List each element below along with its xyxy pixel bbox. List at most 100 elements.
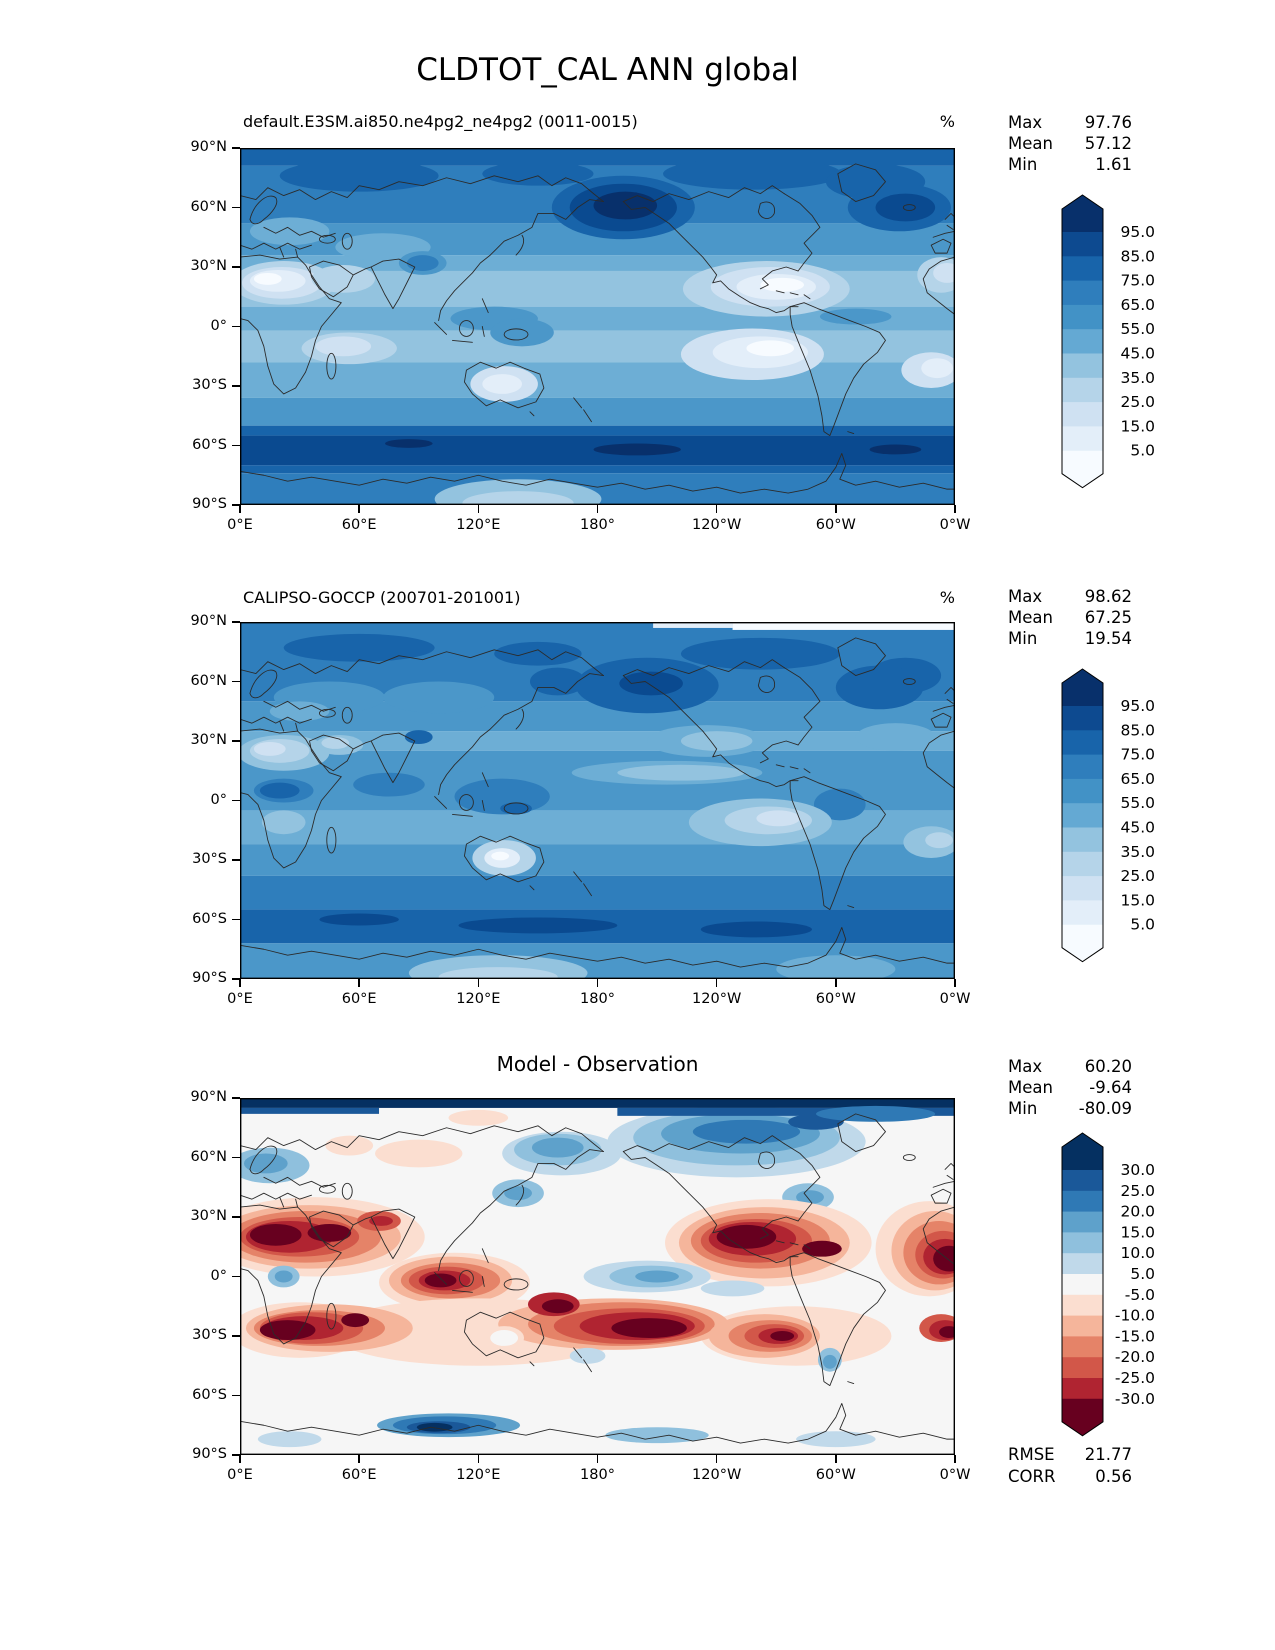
stat-value: 98.62 bbox=[1084, 587, 1132, 606]
panel1-colorbar: 95.0 85.0 75.0 65.0 55.0 45.0 35.0 25.0 15.0 5.0 bbox=[1061, 194, 1155, 489]
colorbar-tick-label: 30.0 bbox=[1120, 1161, 1155, 1179]
lat-tick-label: 60°N bbox=[190, 1148, 227, 1165]
lat-tick-label: 0° bbox=[210, 791, 227, 808]
colorbar-tick-label: 75.0 bbox=[1120, 746, 1155, 764]
colorbar-tick-label: -20.0 bbox=[1115, 1348, 1155, 1366]
lon-tick-mark bbox=[358, 979, 360, 987]
panel2-contour-fill bbox=[240, 622, 955, 979]
lat-tick-mark bbox=[232, 1156, 240, 1159]
panel1-map bbox=[240, 148, 955, 505]
lat-tick-label: 90°N bbox=[190, 1089, 227, 1105]
colorbar-band bbox=[1062, 730, 1103, 755]
lon-tick-mark bbox=[954, 1455, 956, 1463]
colorbar-band bbox=[1062, 280, 1103, 306]
lat-tick-label: 90°S bbox=[192, 970, 227, 986]
stat-row: Min -80.09 bbox=[1008, 1098, 1132, 1119]
stat-label: Max bbox=[1008, 587, 1043, 606]
lat-tick-label: 60°N bbox=[190, 672, 227, 689]
stat-label: Max bbox=[1008, 1057, 1043, 1076]
colorbar-tick-label: 45.0 bbox=[1120, 819, 1155, 837]
lon-tick-label: 120°W bbox=[692, 517, 742, 533]
panel3-map bbox=[240, 1098, 955, 1455]
colorbar-outline bbox=[1061, 194, 1104, 489]
colorbar-extend-top bbox=[1062, 1133, 1103, 1170]
lat-tick-label: 30°S bbox=[192, 377, 227, 393]
lon-tick-mark bbox=[835, 1455, 837, 1463]
lat-tick-mark bbox=[232, 799, 240, 802]
lat-tick-mark bbox=[232, 740, 240, 742]
lat-tick-label: 30°N bbox=[190, 258, 227, 274]
lon-tick-mark bbox=[835, 505, 837, 513]
lon-tick-label: 180° bbox=[580, 991, 615, 1007]
lon-tick-mark bbox=[596, 979, 599, 987]
lon-tick-mark bbox=[715, 1455, 718, 1463]
colorbar-band bbox=[1062, 1315, 1103, 1337]
colorbar-band bbox=[1062, 377, 1103, 403]
lon-tick-label: 60°E bbox=[341, 517, 377, 533]
colorbar-tick-label: -15.0 bbox=[1115, 1327, 1155, 1345]
lon-tick-label: 0°E bbox=[227, 991, 253, 1007]
lat-tick-label: 30°S bbox=[192, 851, 227, 867]
lon-tick-mark bbox=[358, 505, 360, 513]
stat-row: Max 98.62 bbox=[1008, 586, 1132, 607]
panel1-title: default.E3SM.ai850.ne4pg2_ne4pg2 (0011-0… bbox=[243, 112, 638, 131]
panel2-border bbox=[240, 622, 955, 979]
panel3-stats: Max 60.20 Mean -9.64 Min -80.09 bbox=[1008, 1056, 1132, 1119]
colorbar-tick-label: 95.0 bbox=[1120, 697, 1155, 715]
lon-tick-mark bbox=[239, 979, 241, 987]
panel2-units: % bbox=[939, 588, 955, 607]
panel1-stats: Max 97.76 Mean 57.12 Min 1.61 bbox=[1008, 112, 1132, 175]
lat-tick-mark bbox=[232, 206, 240, 209]
colorbar-band bbox=[1062, 1253, 1103, 1275]
colorbar-band bbox=[1062, 851, 1103, 877]
lon-tick-label: 60°W bbox=[815, 991, 856, 1007]
colorbar-band bbox=[1062, 1378, 1103, 1400]
stat-row: Mean 67.25 bbox=[1008, 607, 1132, 628]
panel2-map bbox=[240, 622, 955, 979]
colorbar-tick-label: 20.0 bbox=[1120, 1203, 1155, 1221]
panel2-title: CALIPSO-GOCCP (200701-201001) bbox=[243, 588, 521, 607]
lat-tick-label: 90°S bbox=[192, 496, 227, 512]
panel3-border bbox=[240, 1098, 955, 1455]
colorbar-band bbox=[1062, 1211, 1103, 1233]
colorbar-tick-label: 5.0 bbox=[1130, 1265, 1155, 1283]
stat-value: 19.54 bbox=[1084, 629, 1132, 648]
colorbar-tick-label: 55.0 bbox=[1120, 794, 1155, 812]
colorbar-tick-label: 15.0 bbox=[1120, 417, 1155, 435]
colorbar-outline bbox=[1061, 1132, 1104, 1437]
stat-label: Mean bbox=[1008, 1078, 1053, 1097]
lat-tick-mark bbox=[232, 621, 240, 623]
lat-tick-label: 30°N bbox=[190, 732, 227, 748]
colorbar-extend-top bbox=[1062, 669, 1103, 706]
colorbar-band bbox=[1062, 1336, 1103, 1358]
colorbar-tick-label: -25.0 bbox=[1115, 1369, 1155, 1387]
lon-tick-mark bbox=[596, 505, 599, 513]
colorbar-band bbox=[1062, 1190, 1103, 1212]
colorbar-tick-label: 65.0 bbox=[1120, 296, 1155, 314]
colorbar-tick-label: 85.0 bbox=[1120, 721, 1155, 739]
panel1-contour-fill bbox=[240, 148, 955, 505]
colorbar-tick-label: 45.0 bbox=[1120, 345, 1155, 363]
lat-tick-label: 0° bbox=[210, 317, 227, 334]
lon-tick-mark bbox=[715, 979, 718, 987]
colorbar-band bbox=[1062, 232, 1103, 257]
lat-tick-label: 60°N bbox=[190, 198, 227, 215]
panel3-title: Model - Observation bbox=[496, 1052, 699, 1076]
stat-value: 57.12 bbox=[1084, 134, 1132, 153]
metric-row: CORR 0.56 bbox=[1008, 1466, 1132, 1488]
lon-tick-label: 120°E bbox=[456, 1467, 501, 1483]
colorbar-tick-label: 65.0 bbox=[1120, 770, 1155, 788]
colorbar-tick-label: -10.0 bbox=[1115, 1307, 1155, 1325]
lat-tick-label: 90°N bbox=[190, 139, 227, 155]
stat-row: Min 19.54 bbox=[1008, 628, 1132, 649]
lon-tick-label: 0°E bbox=[227, 517, 253, 533]
lon-tick-label: 60°W bbox=[815, 517, 856, 533]
colorbar-extend-top bbox=[1062, 195, 1103, 232]
stat-row: Mean -9.64 bbox=[1008, 1077, 1132, 1098]
colorbar-band bbox=[1062, 1170, 1103, 1192]
panel3-metrics: RMSE 21.77 CORR 0.56 bbox=[1008, 1444, 1132, 1488]
colorbar-tick-label: -5.0 bbox=[1125, 1286, 1155, 1304]
lat-tick-mark bbox=[232, 1097, 240, 1099]
stat-label: Mean bbox=[1008, 608, 1053, 627]
